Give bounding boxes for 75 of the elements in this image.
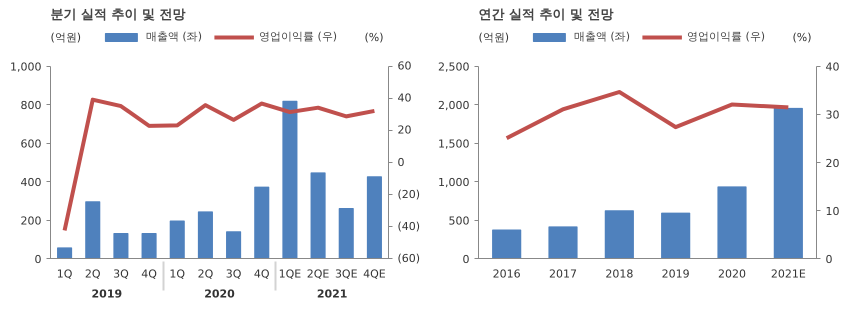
y2-tick-label: 40	[826, 60, 840, 74]
x-tick-label: 1Q	[56, 268, 73, 280]
x-tick-label: 1QE	[278, 268, 302, 280]
bar	[198, 211, 213, 258]
x-tick-label: 2QE	[306, 268, 330, 280]
bar	[492, 230, 522, 258]
legend-label: 영업이익률 (우)	[687, 29, 766, 44]
y2-tick-label: (40)	[398, 220, 420, 233]
y2-tick-label: 0	[398, 156, 404, 169]
bar	[548, 226, 578, 258]
x-tick-label: 2020	[718, 268, 746, 280]
y2-tick-label: 60	[398, 60, 412, 72]
x-tick-label: 2021E	[770, 268, 806, 280]
y-tick-label: 200	[20, 214, 42, 228]
bar	[717, 186, 747, 258]
x-tick-label: 3QE	[334, 268, 358, 280]
y2-tick-label: 20	[398, 124, 412, 137]
x-tick-label: 2Q	[198, 268, 214, 280]
bar	[604, 210, 634, 258]
y2-tick-label: 40	[398, 92, 412, 105]
y2-tick-label: (20)	[398, 188, 420, 201]
legend-label: 매출액 (좌)	[146, 29, 202, 44]
y-tick-label: 800	[20, 99, 42, 112]
x-tick-label: 1Q	[169, 268, 186, 280]
bar	[774, 108, 803, 258]
x-tick-label: 3Q	[226, 268, 242, 280]
bar	[57, 247, 72, 258]
chart-title: 연간 실적 추이 및 전망	[478, 8, 614, 22]
text: 2020	[204, 288, 236, 300]
y-tick-label: 1,000	[10, 60, 42, 74]
bar	[142, 232, 157, 258]
y-tick-label: 600	[20, 138, 42, 150]
text: 2021	[316, 288, 348, 300]
chart-title: 분기 실적 추이 및 전망	[50, 8, 186, 22]
bar	[113, 232, 128, 258]
y-tick-label: 1,500	[438, 138, 470, 150]
legend-label: 영업이익률 (우)	[259, 29, 338, 44]
bar	[310, 172, 326, 258]
line-series	[504, 90, 790, 140]
y-tick-label: 400	[20, 176, 42, 189]
y2-tick-label: (60)	[398, 252, 420, 265]
y2-axis-title: (%)	[364, 31, 384, 44]
line-series	[62, 98, 376, 232]
text: 2019	[92, 288, 122, 300]
bar	[366, 176, 382, 258]
bar	[170, 220, 185, 258]
y2-tick-label: 30	[826, 108, 840, 122]
y-tick-label: 500	[448, 214, 470, 228]
y-tick-label: 2,000	[438, 99, 470, 112]
bar	[661, 212, 690, 258]
y-tick-label: 0	[34, 253, 42, 266]
y-axis-title: (억원)	[478, 31, 510, 44]
x-tick-label: 2017	[549, 268, 578, 280]
y-tick-label: 2,500	[438, 60, 470, 74]
bar	[85, 201, 100, 258]
x-tick-label: 2018	[605, 268, 634, 280]
x-tick-label: 2Q	[84, 268, 101, 280]
y2-tick-label: 10	[826, 204, 840, 218]
x-tick-label: 4QE	[363, 268, 386, 280]
bar	[254, 186, 270, 258]
y-axis-title: (억원)	[50, 31, 82, 44]
y-tick-label: 0	[462, 253, 470, 266]
x-tick-label: 2019	[662, 268, 690, 280]
bar	[226, 231, 242, 258]
x-tick-label: 2016	[492, 268, 521, 280]
x-tick-label: 4Q	[254, 268, 270, 280]
bar	[282, 100, 298, 258]
x-tick-label: 3Q	[113, 268, 130, 280]
y2-axis-title: (%)	[792, 31, 812, 44]
y2-tick-label: 20	[826, 156, 840, 170]
y-tick-label: 1,000	[438, 176, 470, 189]
x-tick-label: 4Q	[141, 268, 158, 280]
bar	[338, 208, 354, 258]
y2-tick-label: 0	[826, 253, 832, 266]
legend-label: 매출액 (좌)	[574, 29, 630, 44]
